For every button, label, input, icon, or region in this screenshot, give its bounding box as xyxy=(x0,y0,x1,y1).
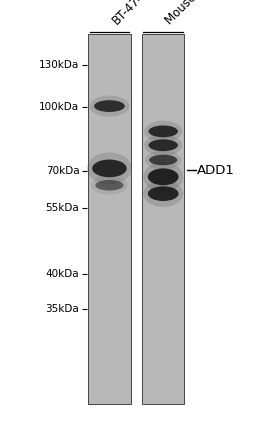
Ellipse shape xyxy=(148,125,178,137)
Text: Mouse brain: Mouse brain xyxy=(163,0,223,27)
Ellipse shape xyxy=(87,152,132,184)
Text: 35kDa: 35kDa xyxy=(46,304,79,314)
Bar xyxy=(142,34,184,404)
Ellipse shape xyxy=(143,162,183,192)
Ellipse shape xyxy=(145,150,182,169)
Ellipse shape xyxy=(148,168,179,185)
Ellipse shape xyxy=(144,135,182,156)
Ellipse shape xyxy=(148,139,178,151)
Ellipse shape xyxy=(94,100,125,112)
Bar xyxy=(88,34,131,404)
Ellipse shape xyxy=(143,180,183,207)
Text: 100kDa: 100kDa xyxy=(39,102,79,112)
Text: BT-474: BT-474 xyxy=(110,0,148,27)
Text: ADD1: ADD1 xyxy=(197,164,235,176)
Text: 130kDa: 130kDa xyxy=(39,60,79,70)
Ellipse shape xyxy=(148,186,179,201)
Ellipse shape xyxy=(91,176,128,195)
Text: 55kDa: 55kDa xyxy=(46,203,79,213)
Ellipse shape xyxy=(90,96,130,117)
Ellipse shape xyxy=(95,180,123,190)
Text: 70kDa: 70kDa xyxy=(46,165,79,176)
Text: 40kDa: 40kDa xyxy=(46,269,79,279)
Ellipse shape xyxy=(144,121,182,142)
Ellipse shape xyxy=(92,160,127,177)
Ellipse shape xyxy=(149,155,177,165)
